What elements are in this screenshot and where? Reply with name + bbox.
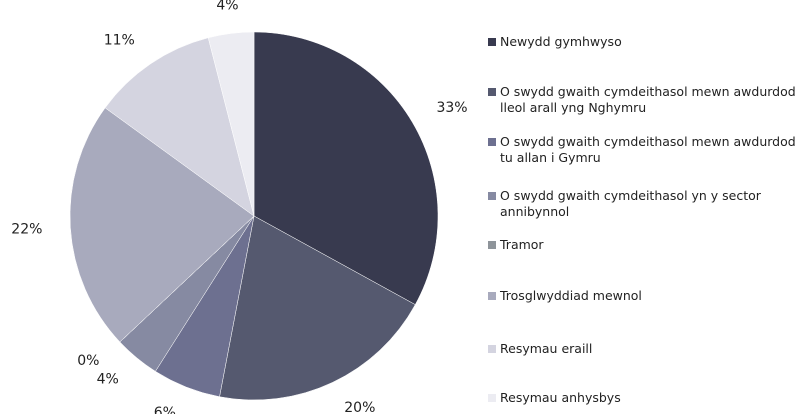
legend-swatch (488, 345, 496, 353)
pie-slice (219, 215, 416, 401)
legend-swatch (488, 138, 496, 146)
legend-item: O swydd gwaith cymdeithasol mewn awdurdo… (488, 84, 800, 116)
legend-label: O swydd gwaith cymdeithasol mewn awdurdo… (500, 134, 796, 165)
legend-item: Tramor (488, 237, 800, 253)
legend-label: Resymau anhysbys (500, 390, 621, 405)
legend-item: Resymau eraill (488, 341, 800, 357)
pie-slice (69, 107, 255, 343)
data-label: 11% (104, 33, 135, 49)
pie-slice (104, 37, 255, 217)
legend-label: Trosglwyddiad mewnol (500, 288, 642, 303)
legend-item: Newydd gymhwyso (488, 34, 800, 50)
legend-label: Newydd gymhwyso (500, 34, 622, 49)
data-label: 22% (11, 221, 42, 237)
data-label: 33% (436, 100, 467, 116)
legend-swatch (488, 292, 496, 300)
legend-swatch (488, 241, 496, 249)
legend-item: O swydd gwaith cymdeithasol yn y sector … (488, 188, 800, 220)
legend-swatch (488, 394, 496, 402)
data-label: 6% (154, 405, 176, 414)
legend-swatch (488, 192, 496, 200)
data-label: 0% (77, 353, 99, 369)
data-label: 4% (97, 371, 119, 387)
pie-slice (253, 31, 439, 305)
legend-item: Trosglwyddiad mewnol (488, 288, 800, 304)
legend-label: O swydd gwaith cymdeithasol yn y sector … (500, 188, 761, 219)
legend-item: Resymau anhysbys (488, 390, 800, 406)
pie-slice (207, 31, 255, 217)
data-label: 4% (216, 0, 238, 14)
legend-item: O swydd gwaith cymdeithasol mewn awdurdo… (488, 134, 800, 166)
legend-label: Tramor (500, 237, 544, 252)
legend-swatch (488, 88, 496, 96)
legend-swatch (488, 38, 496, 46)
legend-label: O swydd gwaith cymdeithasol mewn awdurdo… (500, 84, 796, 115)
legend-label: Resymau eraill (500, 341, 593, 356)
data-label: 20% (344, 400, 375, 414)
